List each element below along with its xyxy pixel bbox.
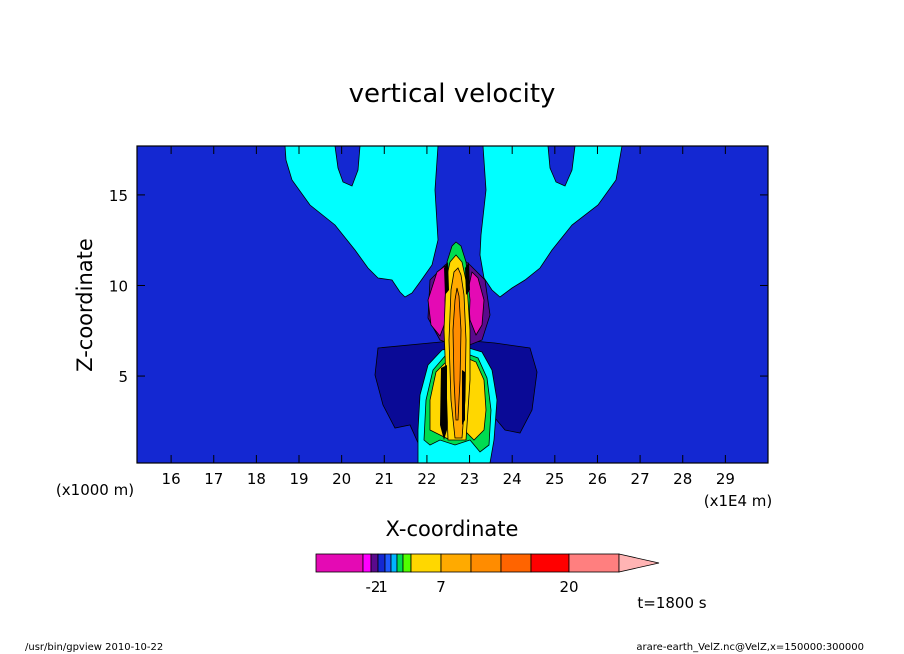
x-axis-label: X-coordinate	[386, 517, 519, 541]
colorbar-segment	[362, 553, 372, 573]
x-tick-label: 26	[588, 470, 607, 488]
contour-blue-right-notch	[547, 146, 576, 187]
footer-left: /usr/bin/gpview 2010-10-22	[25, 642, 163, 653]
colorbar-tick-label: -2	[366, 578, 381, 596]
y-axis-ticks: 5 10 15	[109, 187, 768, 386]
y-scale-note: (x1000 m)	[56, 481, 134, 499]
x-tick-label: 16	[162, 470, 181, 488]
x-axis-ticks: 16 17 18 19 20 21 22 23 24 25 26 27 28 29	[162, 146, 735, 488]
y-tick-label: 5	[118, 368, 128, 386]
colorbar-segment	[402, 553, 412, 573]
colorbar-segment	[384, 553, 392, 573]
x-scale-note: (x1E4 m)	[704, 492, 773, 510]
contour-black-top	[444, 262, 449, 295]
contour-field	[137, 146, 768, 463]
contour-black-mid	[462, 370, 465, 425]
colorbar-segment	[370, 553, 379, 573]
contour-black-left	[440, 365, 447, 440]
colorbar-segment	[440, 553, 472, 573]
colorbar-segment	[410, 553, 442, 573]
contour-cyan-left	[284, 146, 439, 298]
contour-darkorange-core	[452, 287, 462, 421]
x-tick-label: 20	[332, 470, 351, 488]
colorbar-arrow	[618, 553, 660, 573]
x-tick-label: 25	[545, 470, 564, 488]
y-tick-label: 15	[109, 187, 128, 205]
colorbar-segment	[315, 553, 364, 573]
x-tick-label: 23	[460, 470, 479, 488]
contour-blue-left-notch	[334, 146, 361, 187]
y-axis-label: Z-coordinate	[73, 238, 97, 372]
colorbar-segment	[470, 553, 502, 573]
colorbar-segment	[390, 553, 398, 573]
time-label: t=1800 s	[637, 594, 706, 612]
colorbar-tick-label: 20	[559, 578, 578, 596]
y-tick-label: 10	[109, 277, 128, 295]
chart-title: vertical velocity	[349, 79, 556, 109]
footer-right: arare-earth_VelZ.nc@VelZ,x=150000:300000	[636, 642, 864, 653]
colorbar: -21 7 20	[315, 553, 660, 596]
colorbar-segment	[568, 553, 620, 573]
x-tick-label: 17	[204, 470, 223, 488]
x-tick-label: 27	[631, 470, 650, 488]
x-tick-label: 24	[503, 470, 522, 488]
x-tick-label: 19	[289, 470, 308, 488]
x-tick-label: 29	[716, 470, 735, 488]
contour-cyan-right	[479, 146, 623, 298]
x-tick-label: 18	[247, 470, 266, 488]
contour-black-top-right	[465, 262, 470, 295]
colorbar-segment	[377, 553, 386, 573]
x-tick-label: 22	[417, 470, 436, 488]
x-tick-label: 21	[375, 470, 394, 488]
colorbar-segment	[530, 553, 570, 573]
plot-frame	[136, 145, 769, 464]
colorbar-segment	[500, 553, 532, 573]
colorbar-tick-label: 7	[436, 578, 446, 596]
colorbar-segment	[396, 553, 404, 573]
x-tick-label: 28	[673, 470, 692, 488]
colorbar-tick-label: 1	[378, 578, 388, 596]
